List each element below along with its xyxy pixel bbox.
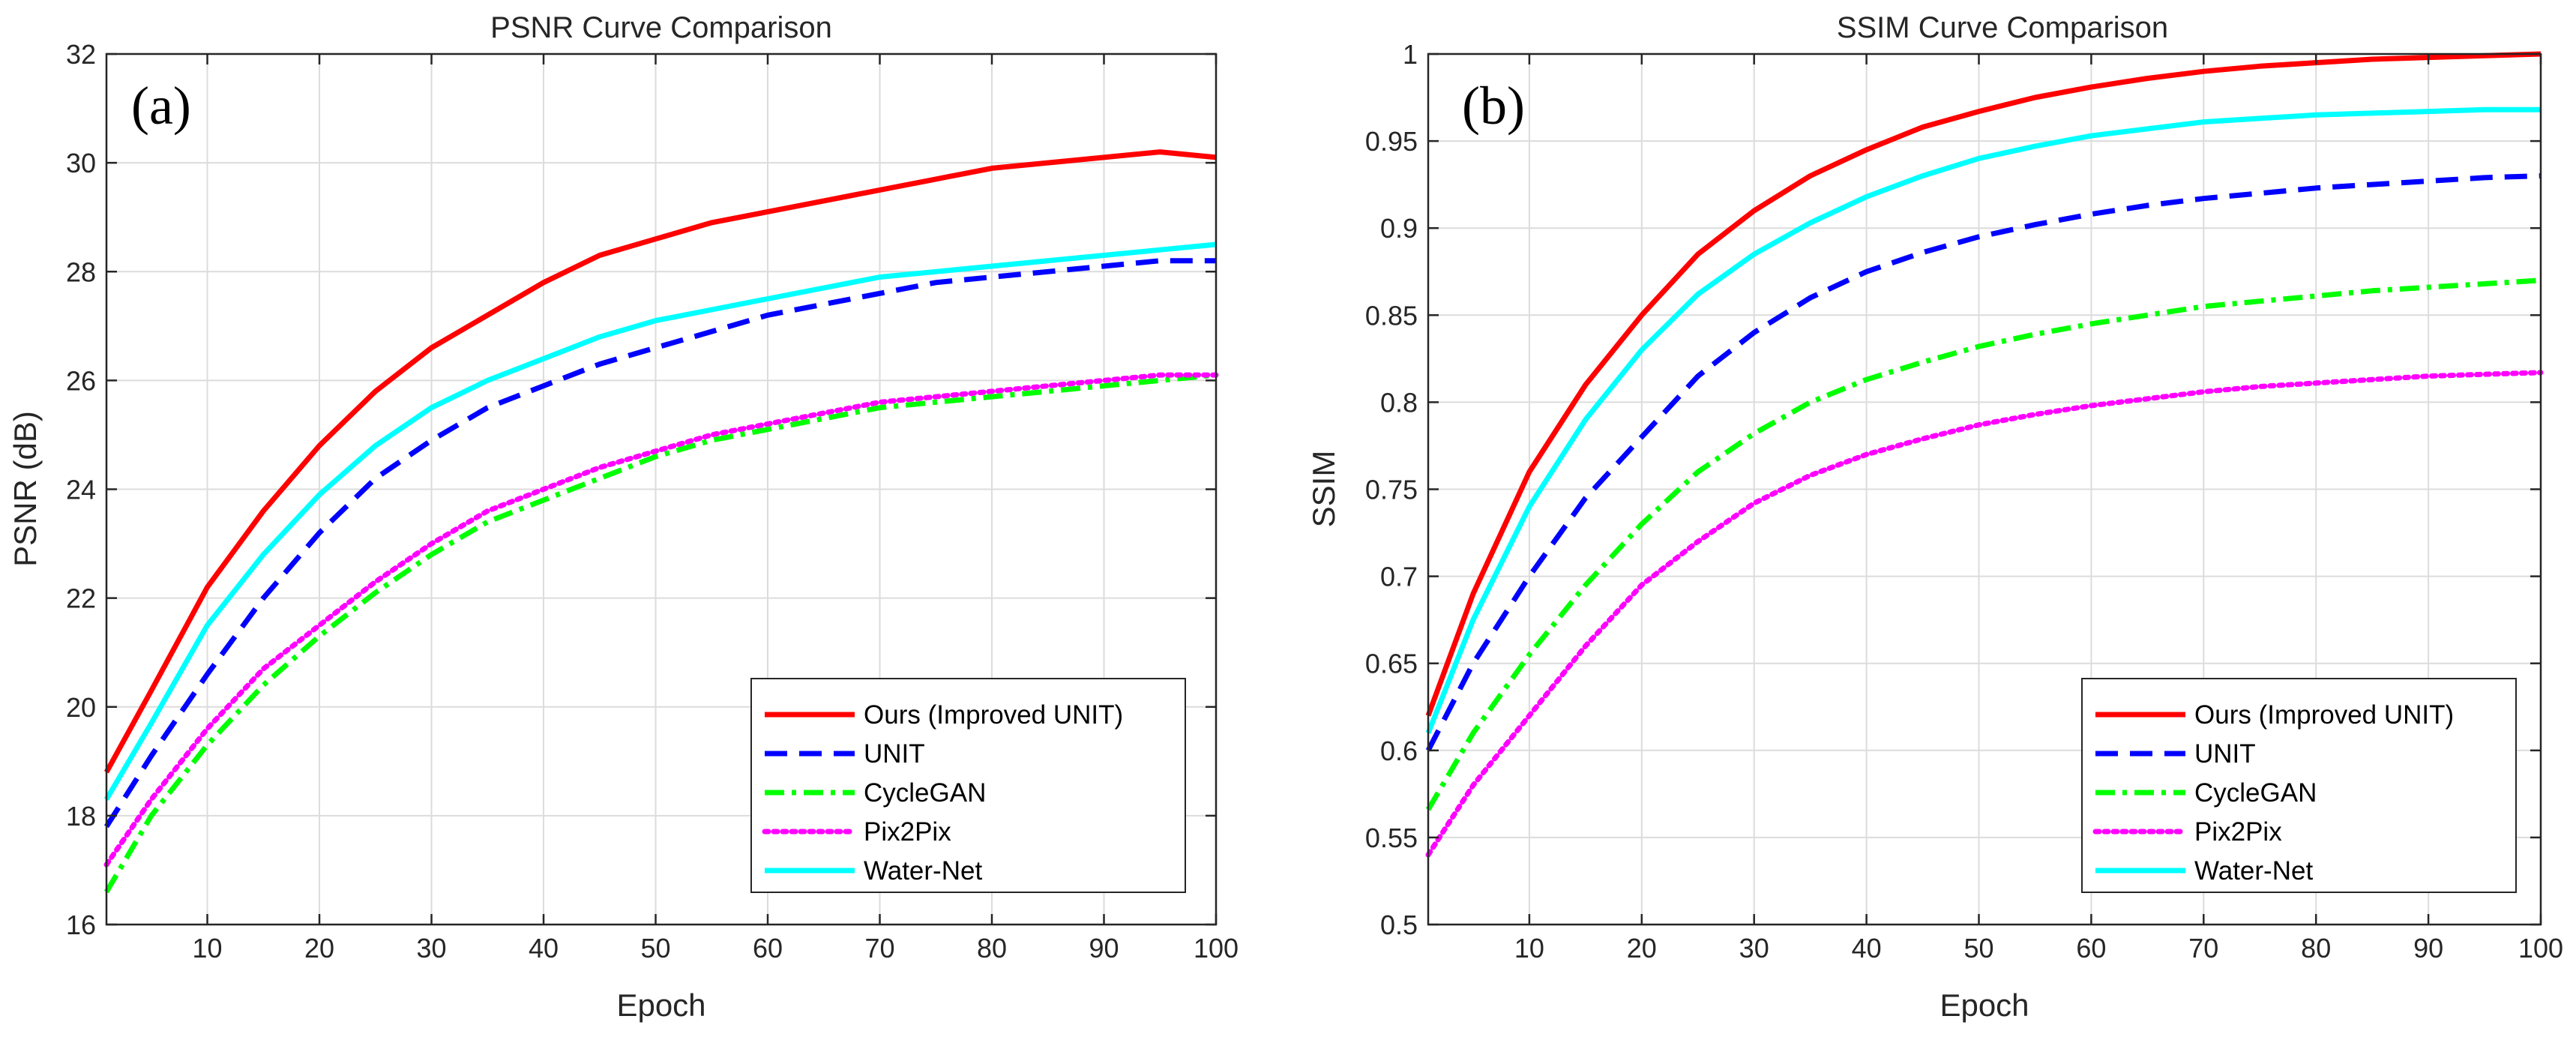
y-axis-label: PSNR (dB) — [7, 411, 43, 567]
y-tick-label: 24 — [66, 475, 96, 505]
x-tick-label: 90 — [2413, 933, 2443, 964]
series-line-unit — [1425, 173, 2542, 752]
y-tick-label: 0.9 — [1380, 213, 1418, 244]
series-line-pix2pix — [1425, 370, 2544, 858]
legend-label: UNIT — [864, 739, 925, 769]
legend-label: Ours (Improved UNIT) — [864, 700, 1123, 730]
x-tick-label: 20 — [304, 933, 334, 964]
psnr-chart: PSNR Curve Comparison 10 20 30 40 50 60 70 80 90… — [7, 11, 1239, 1023]
series-line-ours-improved-unit — [1425, 51, 2542, 717]
series-line-ours-improved-unit — [103, 149, 1217, 774]
legend-label: Water-Net — [2194, 856, 2313, 886]
y-tick-label: 26 — [66, 365, 96, 396]
x-tick-label: 50 — [1963, 933, 1993, 964]
y-tick-label: 22 — [66, 583, 96, 614]
x-tick-label: 20 — [1627, 933, 1657, 964]
y-tick-label: 0.55 — [1365, 823, 1418, 853]
x-tick-label: 60 — [2076, 933, 2106, 964]
y-tick-label: 32 — [66, 39, 96, 70]
x-tick-label: 100 — [1194, 933, 1239, 964]
legend-label: CycleGAN — [864, 778, 986, 808]
y-tick-label: 0.6 — [1380, 736, 1418, 766]
ssim-chart: SSIM Curve Comparison 10 20 30 40 50 60 70 80 90… — [1306, 11, 2563, 1023]
legend-label: Water-Net — [864, 856, 982, 886]
series-line-cyclegan — [1425, 277, 2542, 811]
y-tick-label: 28 — [66, 256, 96, 287]
y-tick-label: 0.8 — [1380, 387, 1418, 418]
y-tick-label: 30 — [66, 148, 96, 178]
y-tick-label: 16 — [66, 910, 96, 940]
x-tick-label: 30 — [417, 933, 447, 964]
chart-title: SSIM Curve Comparison — [1837, 11, 2168, 44]
series-line-water-net — [103, 241, 1217, 801]
x-tick-label: 40 — [529, 933, 559, 964]
x-tick-label: 10 — [1514, 933, 1544, 964]
legend-entries: Ours (Improved UNIT) UNIT CycleGAN Pix2Pix W… — [2092, 700, 2454, 886]
x-tick-label: 60 — [753, 933, 783, 964]
series-line-pix2pix — [103, 372, 1219, 868]
y-tick-label: 0.65 — [1365, 649, 1418, 679]
legend: Ours (Improved UNIT) UNIT CycleGAN Pix2Pix W… — [750, 678, 1186, 893]
panel-label: (a) — [131, 76, 191, 136]
legend-entries: Ours (Improved UNIT) UNIT CycleGAN Pix2Pix W… — [762, 700, 1123, 886]
x-tick-label: 70 — [2188, 933, 2218, 964]
y-tick-label: 0.95 — [1365, 126, 1418, 157]
series-layer — [1425, 51, 2544, 858]
y-tick-label: 0.5 — [1380, 910, 1418, 940]
chart-title: PSNR Curve Comparison — [490, 11, 832, 44]
tick-layer: 10 20 30 40 50 60 70 80 90 100 16 18 20 22 24 26 28 30 32 — [66, 39, 1239, 964]
tick-layer: 10 20 30 40 50 60 70 80 90 100 0.5 0.55 0.6 0.65 0.7 0.… — [1365, 39, 2563, 964]
x-tick-label: 70 — [864, 933, 894, 964]
x-tick-label: 90 — [1089, 933, 1119, 964]
y-tick-label: 1 — [1403, 39, 1418, 70]
y-tick-label: 0.7 — [1380, 562, 1418, 592]
x-tick-label: 80 — [977, 933, 1007, 964]
x-tick-label: 30 — [1739, 933, 1769, 964]
y-axis-label: SSIM — [1306, 451, 1341, 528]
x-tick-label: 80 — [2301, 933, 2331, 964]
panel-label: (b) — [1462, 76, 1525, 136]
x-tick-label: 50 — [641, 933, 671, 964]
x-tick-label: 10 — [193, 933, 223, 964]
y-tick-label: 20 — [66, 692, 96, 723]
x-tick-label: 40 — [1852, 933, 1882, 964]
series-line-water-net — [1425, 106, 2541, 734]
legend-label: Pix2Pix — [864, 817, 951, 847]
legend-label: CycleGAN — [2194, 778, 2317, 808]
y-tick-label: 0.75 — [1365, 475, 1418, 505]
x-axis-label: Epoch — [616, 988, 705, 1023]
series-layer — [103, 149, 1219, 894]
legend: Ours (Improved UNIT) UNIT CycleGAN Pix2Pix W… — [2081, 678, 2517, 893]
legend-label: UNIT — [2194, 739, 2256, 769]
legend-label: Pix2Pix — [2194, 817, 2282, 847]
legend-label: Ours (Improved UNIT) — [2194, 700, 2454, 730]
x-axis-label: Epoch — [1939, 988, 2029, 1023]
y-tick-label: 18 — [66, 801, 96, 832]
series-line-cyclegan — [103, 372, 1217, 894]
x-tick-label: 100 — [2518, 933, 2563, 964]
y-tick-label: 0.85 — [1365, 300, 1418, 331]
